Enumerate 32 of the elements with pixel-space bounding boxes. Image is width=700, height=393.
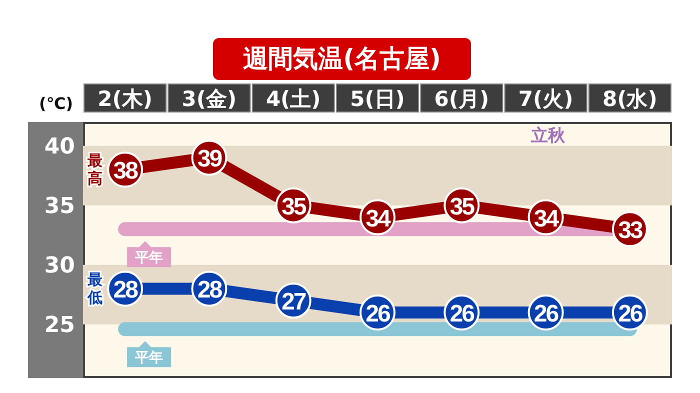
x-tick-label: 8(水) xyxy=(602,87,658,111)
data-label: 26 xyxy=(534,300,559,328)
series-label: 最低 xyxy=(86,270,103,307)
data-label: 27 xyxy=(282,288,306,316)
data-label: 26 xyxy=(366,300,390,328)
data-label: 33 xyxy=(618,217,643,244)
data-label: 35 xyxy=(282,193,306,220)
data-label: 34 xyxy=(534,205,560,232)
data-label: 38 xyxy=(113,158,138,185)
y-tick-label: 25 xyxy=(44,313,75,338)
x-tick-label: 7(火) xyxy=(518,87,574,111)
y-axis-title: (℃) xyxy=(38,94,74,113)
y-tick-label: 40 xyxy=(44,134,75,160)
data-label: 35 xyxy=(450,193,475,220)
ref-line-label: 平年 xyxy=(134,250,164,266)
data-label: 28 xyxy=(197,276,222,304)
ref-line-label: 平年 xyxy=(134,350,164,366)
y-tick-label: 35 xyxy=(44,194,75,220)
x-tick-label: 5(日) xyxy=(350,87,405,111)
data-label: 34 xyxy=(366,205,392,232)
x-tick-label: 3(金) xyxy=(182,87,237,111)
data-label: 26 xyxy=(450,300,475,328)
x-tick-label: 4(土) xyxy=(266,87,321,111)
annotation: 立秋 xyxy=(530,125,566,147)
x-tick-label: 6(月) xyxy=(434,87,490,111)
data-label: 26 xyxy=(618,300,643,328)
y-tick-label: 30 xyxy=(44,254,75,279)
series-label: 最高 xyxy=(86,152,103,188)
x-tick-label: 2(木) xyxy=(98,87,152,111)
data-label: 28 xyxy=(113,276,138,304)
chart-title: 週間気温(名古屋) xyxy=(213,38,471,80)
data-label: 39 xyxy=(197,146,222,173)
